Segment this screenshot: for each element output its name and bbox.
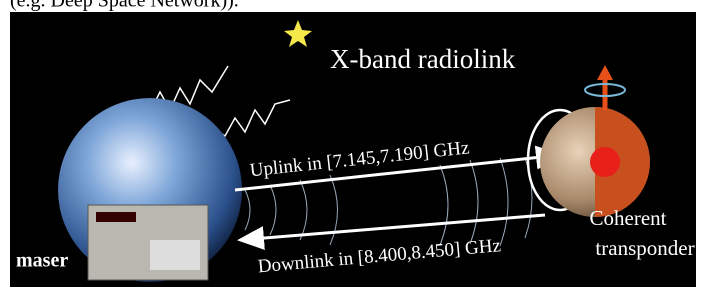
page: (e.g. Deep Space Network)). X-band radio… (0, 0, 702, 289)
transponder-label: Coherent (590, 206, 667, 230)
planet-core (590, 147, 620, 177)
caption-fragment: (e.g. Deep Space Network)). (10, 0, 239, 12)
maser-display (96, 212, 136, 222)
transponder-label: transponder (595, 236, 694, 260)
title: X-band radiolink (330, 44, 516, 74)
maser-panel (150, 240, 200, 270)
diagram: (e.g. Deep Space Network)). X-band radio… (0, 0, 702, 289)
maser-label: maser (16, 250, 68, 272)
